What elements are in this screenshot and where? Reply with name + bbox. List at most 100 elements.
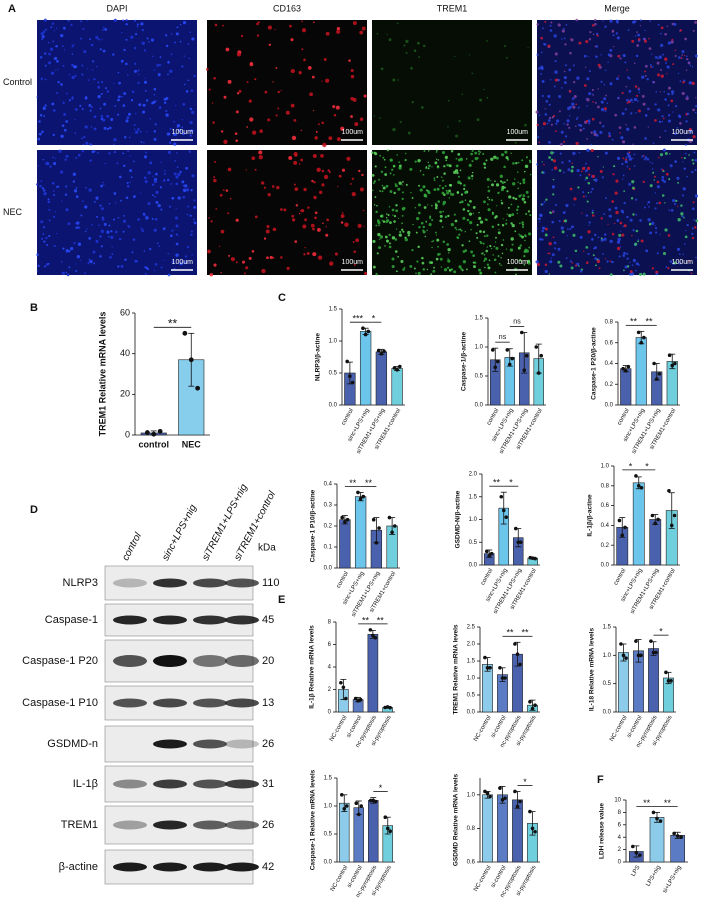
texture-dot	[94, 150, 96, 152]
texture-dot	[463, 184, 466, 187]
texture-dot	[601, 176, 604, 179]
texture-dot	[678, 262, 682, 265]
texture-dot	[486, 196, 489, 199]
data-point	[358, 697, 363, 702]
blot-band	[225, 862, 259, 872]
texture-dot	[130, 176, 133, 179]
texture-dot	[220, 130, 224, 133]
x-tick-label: control	[480, 568, 494, 587]
texture-dot	[595, 44, 599, 48]
texture-dot	[576, 262, 580, 266]
significance-label: **	[645, 317, 653, 327]
texture-dot	[437, 245, 439, 248]
texture-dot	[113, 192, 117, 195]
data-point	[498, 666, 502, 670]
texture-dot	[416, 216, 420, 221]
texture-dot	[692, 29, 695, 32]
texture-dot	[634, 242, 638, 246]
texture-dot	[159, 56, 162, 59]
texture-dot	[684, 54, 686, 57]
texture-dot	[600, 237, 603, 240]
texture-dot	[549, 29, 553, 32]
texture-dot	[307, 206, 310, 209]
texture-dot	[639, 272, 643, 276]
texture-dot	[173, 120, 176, 123]
texture-dot	[101, 216, 104, 219]
image-bg	[207, 150, 367, 275]
texture-dot	[41, 187, 45, 190]
texture-dot	[538, 67, 541, 70]
texture-dot	[44, 52, 47, 55]
texture-dot	[396, 154, 398, 156]
texture-dot	[417, 211, 421, 215]
texture-dot	[311, 75, 315, 79]
y-tick-label: 1.0	[467, 676, 476, 682]
texture-dot	[457, 229, 460, 231]
texture-dot	[110, 235, 114, 239]
y-tick-label: 0.0	[605, 403, 614, 409]
texture-dot	[678, 56, 681, 59]
texture-dot	[371, 174, 375, 177]
texture-dot	[494, 241, 497, 243]
texture-dot	[313, 109, 315, 112]
texture-dot	[81, 73, 84, 76]
data-point	[672, 831, 676, 836]
texture-dot	[578, 151, 581, 154]
texture-dot	[191, 110, 195, 115]
texture-dot	[454, 219, 458, 223]
texture-dot	[537, 136, 540, 139]
texture-dot	[565, 24, 568, 26]
texture-dot	[543, 200, 546, 203]
texture-dot	[185, 166, 189, 170]
texture-dot	[524, 164, 529, 169]
texture-dot	[291, 135, 297, 141]
texture-dot	[108, 224, 111, 227]
x-tick-label: control	[617, 408, 631, 427]
texture-dot	[256, 34, 260, 37]
texture-dot	[436, 187, 440, 191]
texture-dot	[110, 117, 114, 121]
texture-dot	[654, 55, 658, 59]
texture-dot	[336, 137, 341, 142]
texture-dot	[71, 75, 75, 80]
texture-dot	[597, 155, 599, 158]
texture-dot	[613, 45, 615, 48]
texture-dot	[435, 151, 438, 153]
texture-dot	[568, 68, 572, 72]
texture-dot	[428, 164, 431, 168]
texture-dot	[694, 226, 697, 229]
texture-dot	[274, 28, 276, 31]
texture-dot	[464, 199, 467, 201]
texture-dot	[462, 250, 466, 253]
texture-dot	[547, 94, 551, 98]
texture-dot	[685, 120, 688, 123]
texture-dot	[667, 119, 671, 123]
texture-dot	[492, 254, 494, 256]
texture-dot	[463, 187, 466, 191]
texture-dot	[252, 130, 257, 135]
texture-dot	[439, 253, 441, 255]
texture-dot	[101, 217, 105, 221]
texture-dot	[647, 126, 649, 128]
texture-dot	[174, 104, 177, 107]
texture-dot	[168, 141, 172, 144]
texture-dot	[43, 192, 47, 196]
texture-dot	[549, 24, 552, 27]
texture-dot	[557, 247, 561, 251]
texture-dot	[157, 73, 161, 77]
texture-dot	[398, 164, 402, 168]
texture-dot	[476, 118, 480, 122]
texture-dot	[355, 238, 360, 243]
texture-dot	[626, 102, 629, 104]
data-point	[505, 348, 510, 352]
texture-dot	[611, 138, 614, 141]
texture-dot	[633, 97, 638, 102]
texture-dot	[549, 211, 552, 215]
texture-dot	[394, 250, 398, 253]
data-point	[498, 786, 502, 790]
texture-dot	[514, 141, 517, 144]
data-point	[489, 551, 494, 556]
texture-dot	[562, 211, 566, 215]
texture-dot	[117, 98, 120, 102]
texture-dot	[557, 260, 561, 264]
